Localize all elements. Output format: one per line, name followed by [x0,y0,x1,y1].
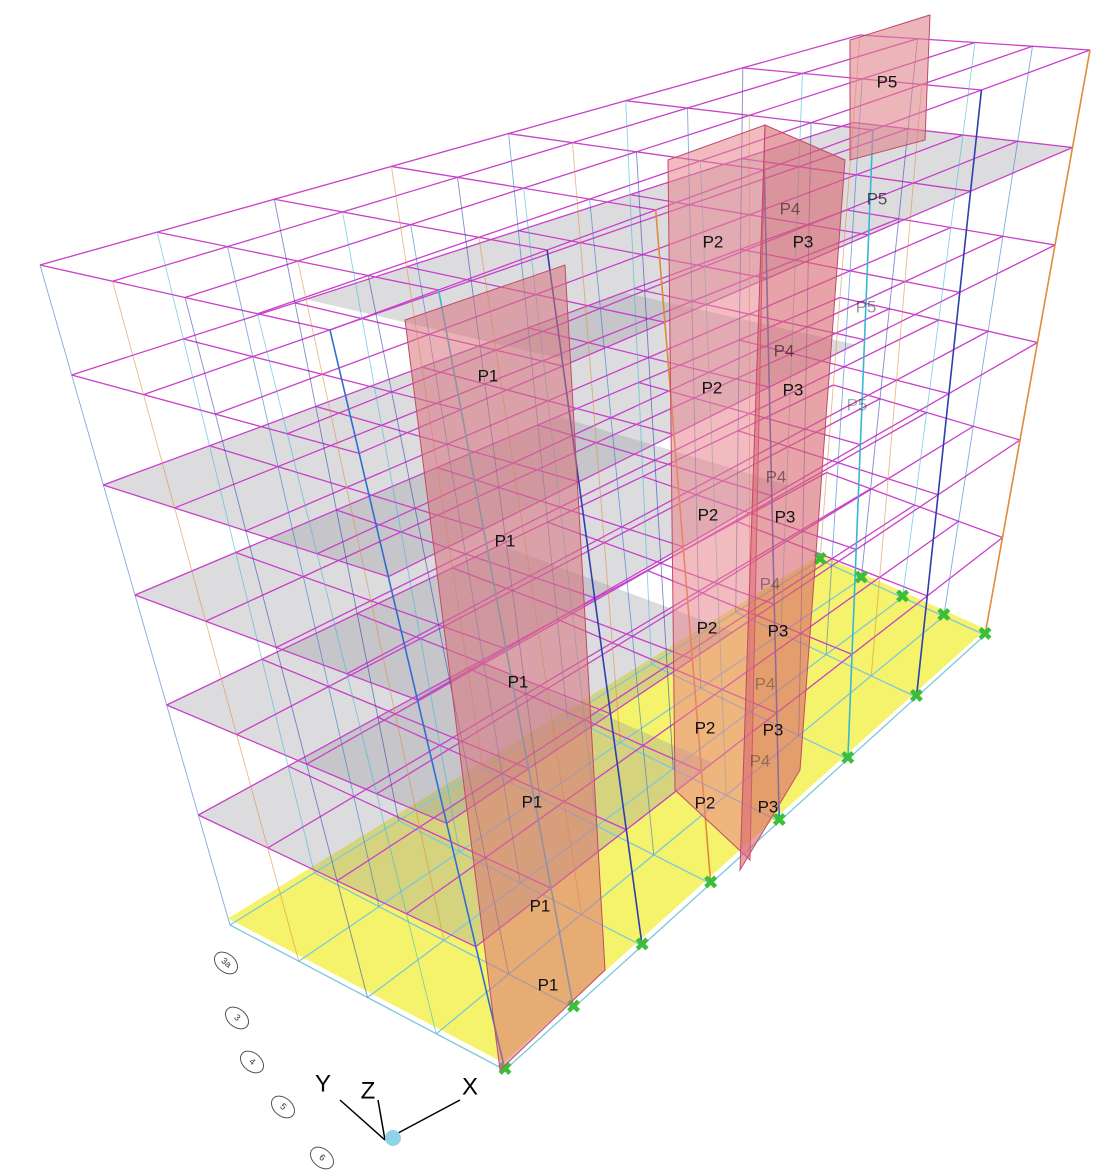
beam [306,411,927,765]
panel-label: P3 [768,621,789,640]
column [184,297,368,998]
support: ✖ [936,605,951,625]
panel-label: P2 [697,618,718,637]
axis-label: Y [315,1070,331,1097]
panel-label: P2 [695,793,716,812]
axis-z [377,1099,386,1141]
grid-bubble-label: 5 [278,1101,288,1112]
support: ✖ [703,872,718,892]
grid-bubble [309,1146,335,1170]
panel-label: P5 [877,72,898,91]
panel-label: P4 [774,341,795,360]
panel-label: P2 [702,378,723,397]
panel-label: P1 [495,531,516,550]
panel-label: P3 [763,720,784,739]
panel-label: P2 [703,232,724,251]
panel-label: P3 [775,507,796,526]
panel-label: P4 [766,467,787,486]
panel-label: P1 [478,366,499,385]
column [870,84,923,676]
column [943,46,1033,617]
column [825,78,863,655]
column [227,246,380,907]
grid-bubble [213,951,239,975]
support: ✖ [909,686,924,706]
column [39,264,231,926]
panel-label: P1 [522,792,543,811]
panel-label: P2 [695,718,716,737]
panel-label: P1 [530,896,551,915]
grid-bubble-label: 3a [219,955,233,969]
beam [157,231,439,291]
panel-label: P1 [508,672,529,691]
panel-label: P4 [780,199,801,218]
panel-label: P4 [750,751,771,770]
panel-label: P3 [758,797,779,816]
column [156,232,315,873]
panel-label: P1 [538,975,559,994]
column [902,42,976,598]
beam [112,38,918,282]
panel-label: P5 [867,189,888,208]
support: ✖ [635,934,650,954]
beam [367,596,903,999]
grid-bubble-label: 6 [317,1152,327,1163]
support: ✖ [840,748,855,768]
panel-label: P5 [856,297,877,316]
column [625,100,652,665]
panel-label: P4 [760,574,781,593]
axis-y [339,1099,386,1141]
panel-label: P5 [847,395,868,414]
column [589,199,655,855]
panel-label: P4 [755,674,776,693]
beam [287,140,1018,435]
column [984,49,1091,636]
wall-p3 [739,124,846,872]
column [847,129,874,760]
grid-bubble-label: 4 [247,1056,257,1067]
column [572,142,621,743]
panel-label: P2 [698,505,719,524]
support: ✖ [895,586,910,606]
column [257,313,437,1034]
grid-bubble [224,1006,250,1030]
column [273,199,400,821]
wall-p1 [404,264,606,1072]
axis-triad [339,1099,461,1146]
column [112,281,300,962]
axis-label: Z [361,1077,376,1104]
support: ✖ [772,810,787,830]
labels: P5 P5 P5 P5 P4 P4 P4 P4 P4 P4 P2 P2 P2 P2 P2 P2 P3 P3 P3 P3… [213,72,898,1170]
beam [39,34,861,266]
column [342,211,460,853]
axis-label: X [462,1073,478,1100]
support: ✖ [854,568,869,588]
shear-walls [404,14,931,1072]
panel-label: P3 [783,380,804,399]
column [297,260,445,941]
support: ✖ [977,624,992,644]
column [635,151,674,769]
origin-marker [385,1130,401,1146]
wall-p2 [667,124,766,862]
beam [184,41,976,299]
column [915,89,983,698]
column [329,329,506,1071]
grid-bubble-label: 3 [232,1012,242,1023]
grid-bubble [239,1050,265,1074]
wall-p5 [849,14,931,161]
panel-label: P3 [793,232,814,251]
grid-bubble [270,1095,296,1119]
